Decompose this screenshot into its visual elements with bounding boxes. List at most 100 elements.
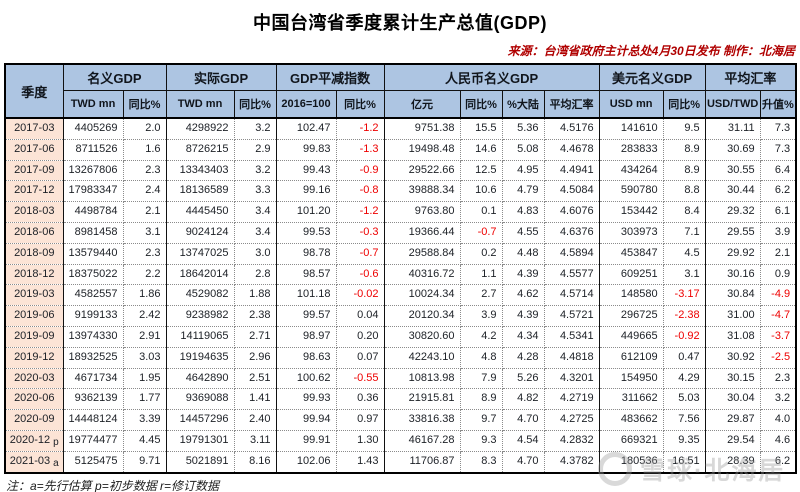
value-cell: 4.28: [502, 347, 545, 369]
value-cell: 2.3: [123, 160, 167, 182]
value-cell: -1.2: [336, 118, 385, 140]
value-cell: 9.5: [663, 118, 706, 140]
value-cell: 99.16: [276, 180, 337, 203]
value-cell: 3.9: [460, 305, 503, 327]
value-cell: 3.4: [234, 222, 277, 244]
value-cell: 3.4: [234, 201, 277, 223]
value-cell: 9.35: [663, 430, 706, 452]
value-cell: 19791301: [166, 430, 235, 452]
value-cell: -0.92: [663, 326, 706, 348]
value-cell: 7.9: [460, 368, 503, 390]
source-note: 来源：台湾省政府主计总处4月30日发布 制作：北海居: [507, 44, 795, 58]
value-cell: 12.5: [460, 160, 503, 182]
value-cell: -0.55: [336, 368, 385, 390]
value-cell: 3.2: [234, 118, 277, 140]
value-cell: 4642890: [166, 368, 235, 390]
quarter-cell: 2018-06: [5, 222, 64, 244]
value-cell: 2.91: [123, 326, 167, 348]
value-cell: 42243.10: [384, 347, 461, 369]
value-cell: 4.34: [502, 326, 545, 348]
value-cell: 21915.81: [384, 388, 461, 411]
table-row: 2020-03 4671734 1.95 4642890 2.51 100.62 -0.55…: [5, 368, 797, 390]
value-cell: 1.88: [234, 284, 277, 307]
value-cell: 40316.72: [384, 264, 461, 286]
value-cell: 4.5: [663, 243, 706, 265]
value-cell: 13267806: [63, 160, 124, 182]
sub-header: 亿元: [383, 90, 461, 119]
value-cell: 4.39: [502, 264, 545, 286]
value-cell: 2.3: [760, 368, 797, 390]
value-cell: 7.56: [663, 409, 706, 431]
table-row: 2018-12 18375022 2.2 18642014 2.8 98.57 -0.6 40…: [5, 264, 797, 286]
quarter-cell: 2020-12 p: [5, 430, 64, 452]
value-cell: 9024124: [166, 222, 235, 244]
value-cell: 8.16: [234, 451, 277, 474]
value-cell: -3.17: [663, 284, 706, 307]
table-row: 2019-09 13974330 2.91 14119065 2.71 98.97 0.20…: [5, 326, 797, 348]
value-cell: 4.82: [502, 388, 545, 411]
value-cell: 14448124: [63, 409, 124, 431]
value-cell: 16.51: [663, 451, 706, 474]
table-row: 2020-06 9362139 1.77 9369088 1.41 99.93 0.36 21…: [5, 388, 797, 411]
value-cell: 296725: [599, 305, 664, 327]
value-cell: 0.2: [460, 243, 503, 265]
value-cell: 8981458: [63, 222, 124, 244]
value-cell: -0.7: [460, 222, 503, 244]
value-cell: 4.3201: [544, 368, 600, 390]
value-cell: 154950: [599, 368, 664, 390]
value-cell: 29.54: [705, 430, 761, 452]
value-cell: 1.30: [336, 430, 385, 452]
value-cell: 5021891: [166, 451, 235, 474]
value-cell: 9.7: [460, 409, 503, 431]
table-row: 2017-09 13267806 2.3 13343403 3.2 99.43 -0.9 29…: [5, 160, 797, 182]
value-cell: 4.54: [502, 430, 545, 452]
value-cell: 483662: [599, 409, 664, 431]
value-cell: 99.94: [276, 409, 337, 431]
value-cell: 4.3782: [544, 451, 600, 474]
quarter-cell: 2018-12: [5, 264, 64, 286]
group-header: 名义GDP: [62, 63, 167, 91]
value-cell: 6.2: [760, 451, 797, 474]
value-cell: 19498.48: [384, 139, 461, 161]
value-cell: 1.43: [336, 451, 385, 474]
value-cell: 101.20: [276, 201, 337, 223]
value-cell: 0.36: [336, 388, 385, 411]
value-cell: 9751.38: [384, 118, 461, 140]
value-cell: 3.2: [760, 388, 797, 411]
value-cell: 4298922: [166, 118, 235, 140]
value-cell: 303973: [599, 222, 664, 244]
value-cell: 2.38: [234, 305, 277, 327]
value-cell: 17983347: [63, 180, 124, 203]
value-cell: 30.15: [705, 368, 761, 390]
value-cell: 8.9: [460, 388, 503, 411]
value-cell: 2.51: [234, 368, 277, 390]
sub-header: 同比%: [335, 90, 385, 119]
value-cell: 33816.38: [384, 409, 461, 431]
quarter-cell: 2019-12: [5, 347, 64, 369]
value-cell: 99.53: [276, 222, 337, 244]
quarter-cell: 2021-03 a: [5, 451, 64, 474]
value-cell: 2.4: [123, 180, 167, 203]
value-cell: 8711526: [63, 139, 124, 161]
value-cell: 0.47: [663, 347, 706, 369]
value-cell: 18932525: [63, 347, 124, 369]
value-cell: 4.2: [460, 326, 503, 348]
value-cell: 98.97: [276, 326, 337, 348]
sub-header: %大陆: [501, 90, 545, 119]
value-cell: 2.42: [123, 305, 167, 327]
value-cell: 2.96: [234, 347, 277, 369]
value-cell: 4.5341: [544, 326, 600, 348]
table-row: 2018-06 8981458 3.1 9024124 3.4 99.53 -0.3 1936…: [5, 222, 797, 244]
value-cell: 141610: [599, 118, 664, 140]
value-cell: 30820.60: [384, 326, 461, 348]
value-cell: 100.62: [276, 368, 337, 390]
table-row: 2020-09 14448124 3.39 14457296 2.40 99.94 0.97…: [5, 409, 797, 431]
value-cell: 29.92: [705, 243, 761, 265]
value-cell: 29.87: [705, 409, 761, 431]
table-row: 2021-03 a 5125475 9.71 5021891 8.16 102.06 1.43…: [5, 451, 797, 474]
value-cell: -2.38: [663, 305, 706, 327]
group-header: 平均汇率: [704, 63, 797, 91]
value-cell: 2.0: [123, 118, 167, 140]
page-title: 中国台湾省季度累计生产总值(GDP): [253, 13, 547, 33]
